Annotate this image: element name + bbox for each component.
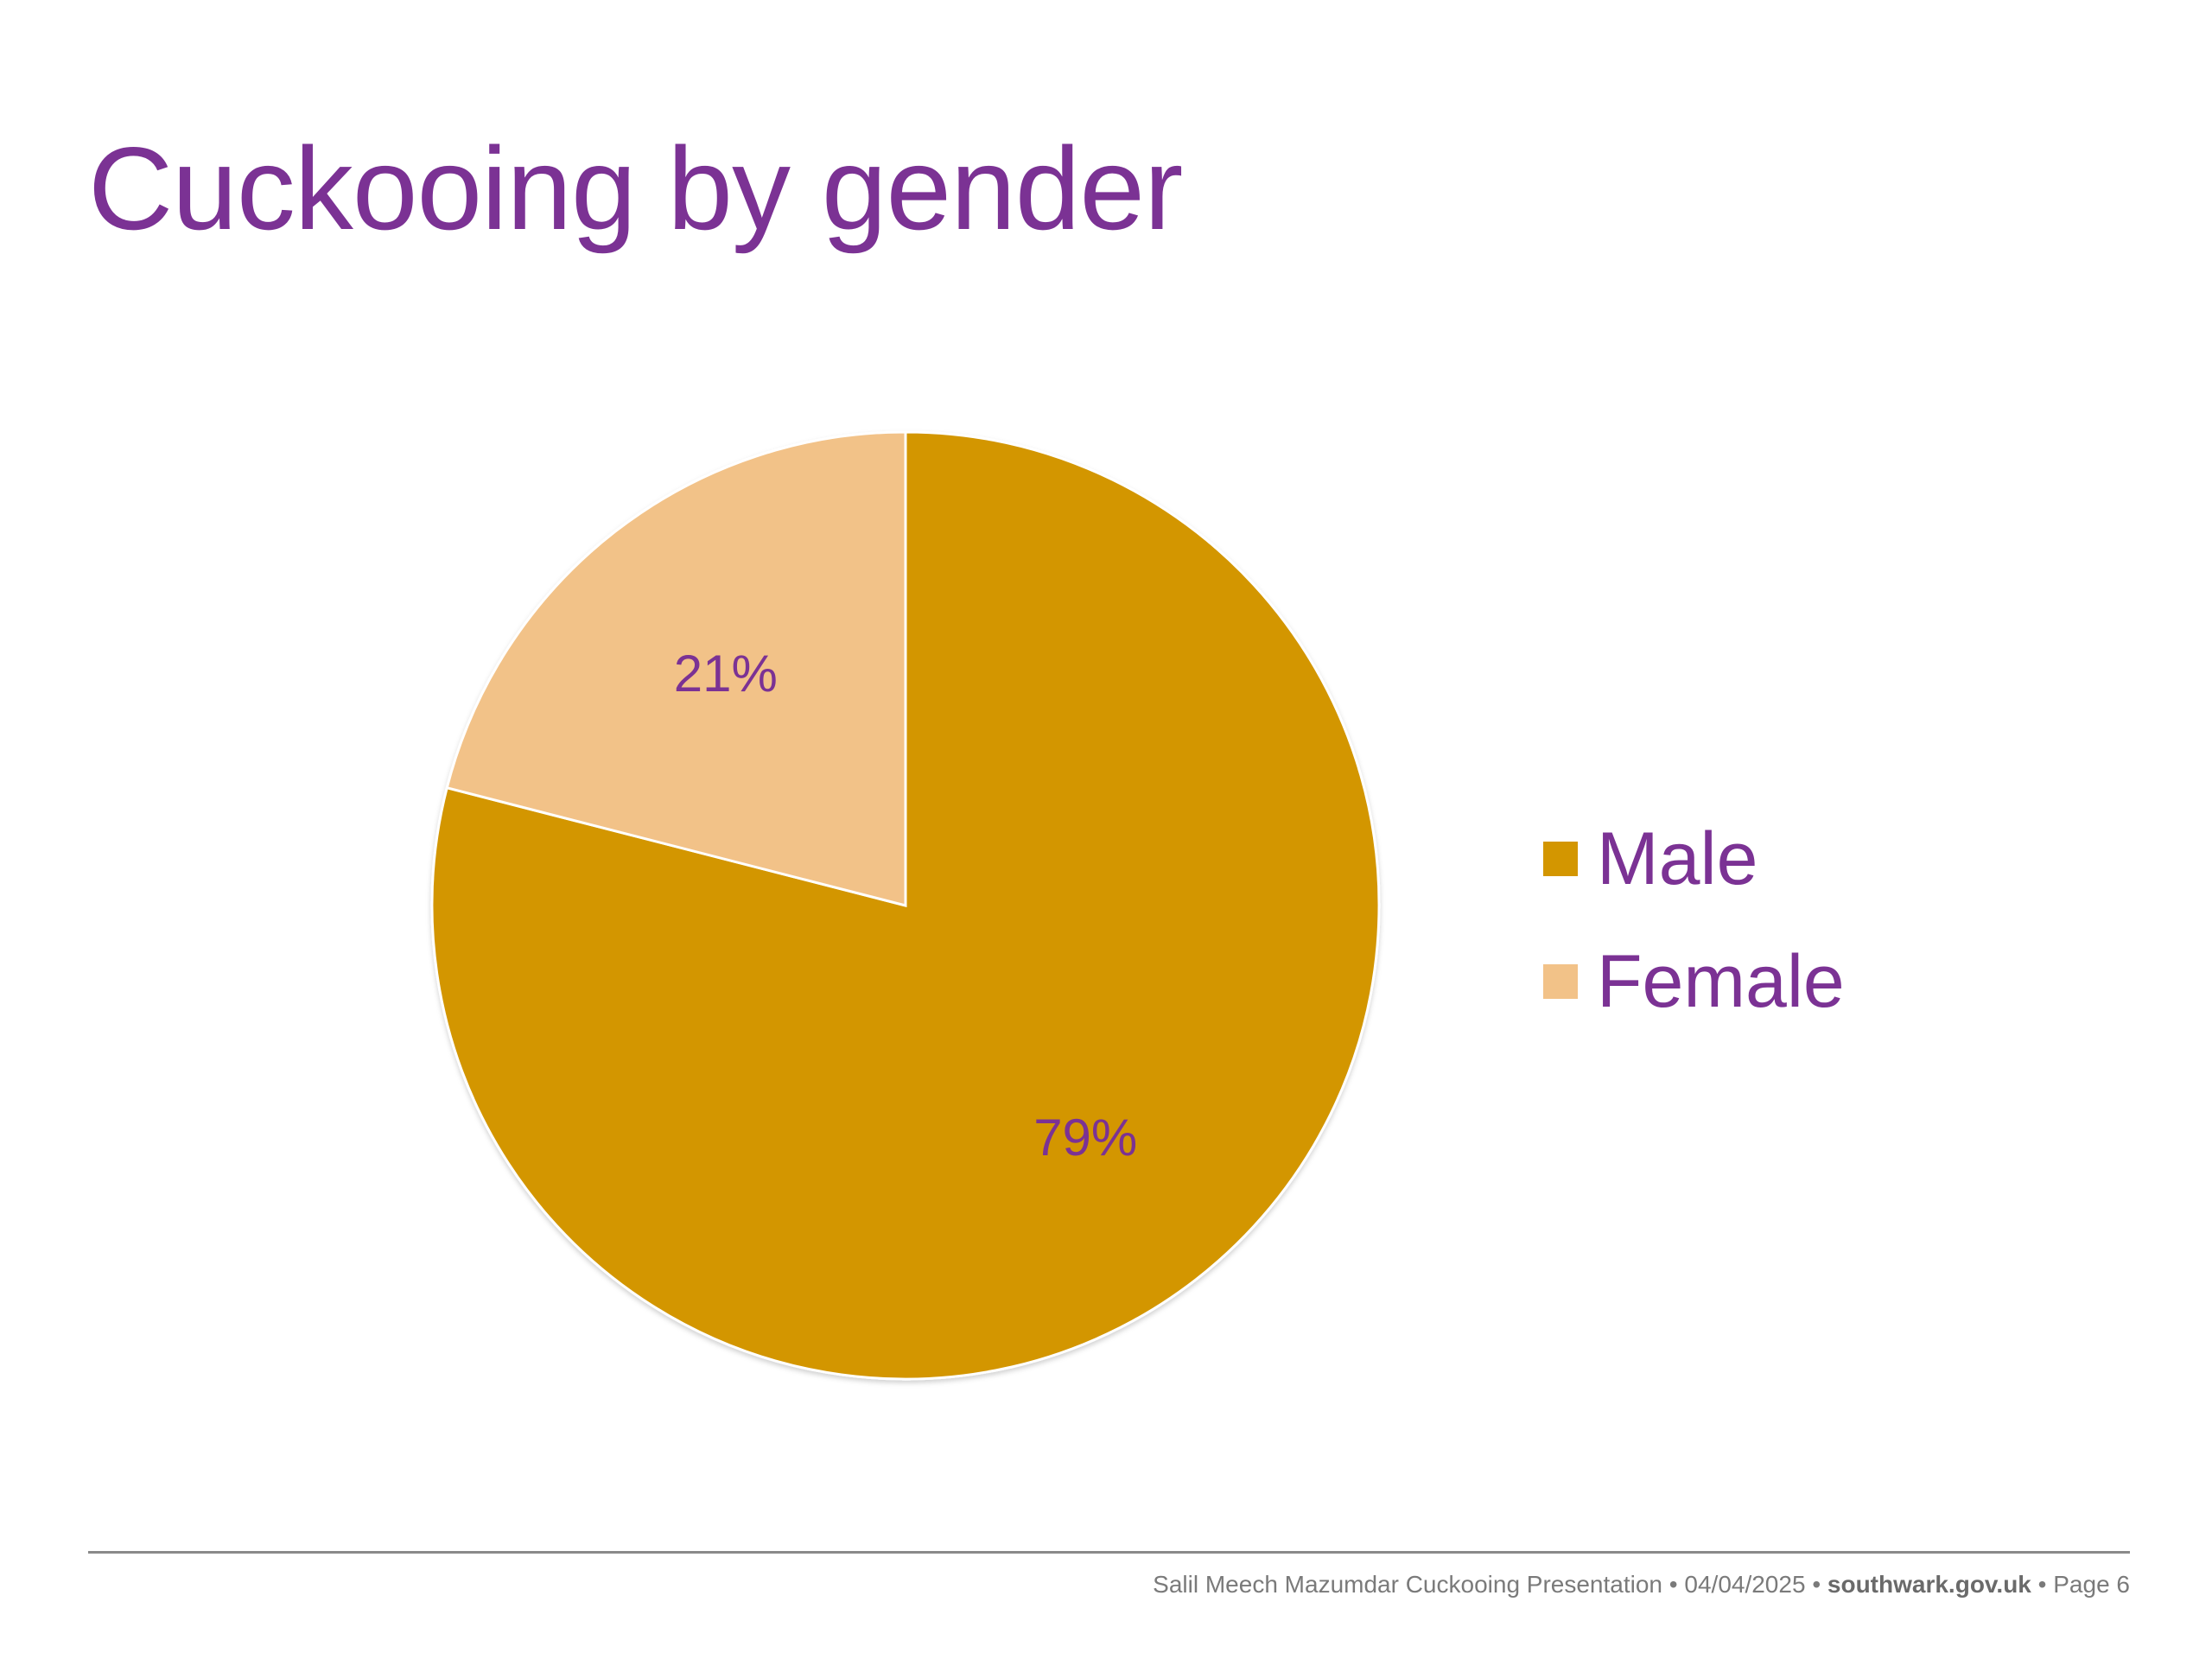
- legend-swatch-male: [1543, 842, 1578, 876]
- data-label-male: 79%: [1033, 1109, 1137, 1166]
- slide-footer: Salil Meech Mazumdar Cuckooing Presentat…: [1153, 1571, 2130, 1599]
- footer-date: 04/04/2025: [1684, 1571, 1806, 1598]
- footer-author-title: Salil Meech Mazumdar Cuckooing Presentat…: [1153, 1571, 1663, 1598]
- pie-slices: [430, 430, 1381, 1381]
- pie-slice-female: [445, 430, 907, 907]
- footer-site: southwark.gov.uk: [1827, 1571, 2031, 1598]
- pie-data-labels: 79% 21%: [674, 645, 1138, 1166]
- chart-legend: Male Female: [1543, 817, 1845, 1023]
- footer-divider: [88, 1551, 2130, 1554]
- footer-page-number: Page 6: [2053, 1571, 2130, 1598]
- legend-label-female: Female: [1597, 940, 1845, 1023]
- footer-separator: •: [1812, 1571, 1821, 1598]
- data-label-female: 21%: [674, 645, 778, 702]
- legend-swatch-female: [1543, 964, 1578, 999]
- footer-separator: •: [1669, 1571, 1678, 1598]
- legend-label-male: Male: [1597, 817, 1758, 900]
- footer-separator: •: [2037, 1571, 2047, 1598]
- pie-slice-male: [430, 430, 1381, 1381]
- slide-title: Cuckooing by gender: [88, 123, 1183, 254]
